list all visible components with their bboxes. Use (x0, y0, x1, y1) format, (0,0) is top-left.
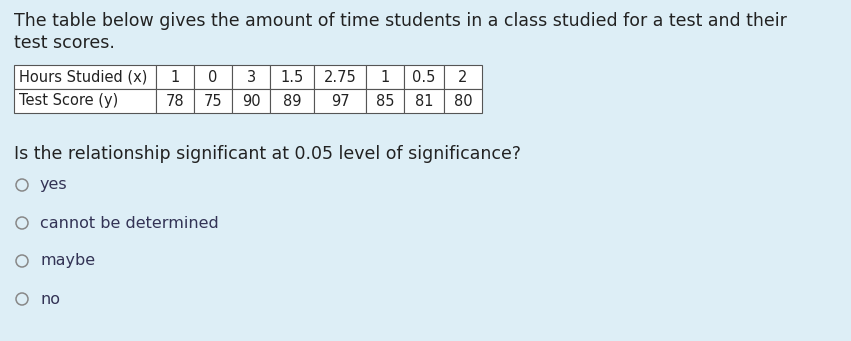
Text: 78: 78 (166, 93, 185, 108)
Bar (14, 89, 156, 113)
Bar (156, 65, 194, 89)
Text: 80: 80 (454, 93, 472, 108)
Text: 75: 75 (203, 93, 222, 108)
Text: 3: 3 (247, 70, 255, 85)
Bar (366, 89, 404, 113)
Text: 90: 90 (242, 93, 260, 108)
Text: The table below gives the amount of time students in a class studied for a test : The table below gives the amount of time… (14, 12, 787, 30)
Bar (366, 65, 404, 89)
Bar (232, 65, 270, 89)
Text: 97: 97 (331, 93, 349, 108)
Text: 81: 81 (414, 93, 433, 108)
Text: 2.75: 2.75 (323, 70, 357, 85)
Text: 85: 85 (376, 93, 394, 108)
Text: cannot be determined: cannot be determined (40, 216, 219, 231)
Bar (14, 65, 156, 89)
Text: Is the relationship significant at 0.05 level of significance?: Is the relationship significant at 0.05 … (14, 145, 521, 163)
Bar (404, 89, 444, 113)
Bar (156, 89, 194, 113)
Text: 1: 1 (380, 70, 390, 85)
Bar (270, 65, 314, 89)
Text: no: no (40, 292, 60, 307)
Text: maybe: maybe (40, 253, 95, 268)
Bar (194, 89, 232, 113)
Bar (314, 65, 366, 89)
Text: 2: 2 (459, 70, 468, 85)
Text: 1.5: 1.5 (280, 70, 304, 85)
Bar (404, 65, 444, 89)
Bar (314, 89, 366, 113)
Text: 1: 1 (170, 70, 180, 85)
Text: Test Score (y): Test Score (y) (19, 93, 118, 108)
Text: 89: 89 (283, 93, 301, 108)
Text: 0.5: 0.5 (413, 70, 436, 85)
Bar (232, 89, 270, 113)
Bar (194, 65, 232, 89)
Bar (270, 89, 314, 113)
Bar (444, 89, 482, 113)
Text: 0: 0 (208, 70, 218, 85)
Text: test scores.: test scores. (14, 34, 115, 52)
Text: yes: yes (40, 178, 67, 193)
Text: Hours Studied (x): Hours Studied (x) (19, 70, 147, 85)
Bar (444, 65, 482, 89)
